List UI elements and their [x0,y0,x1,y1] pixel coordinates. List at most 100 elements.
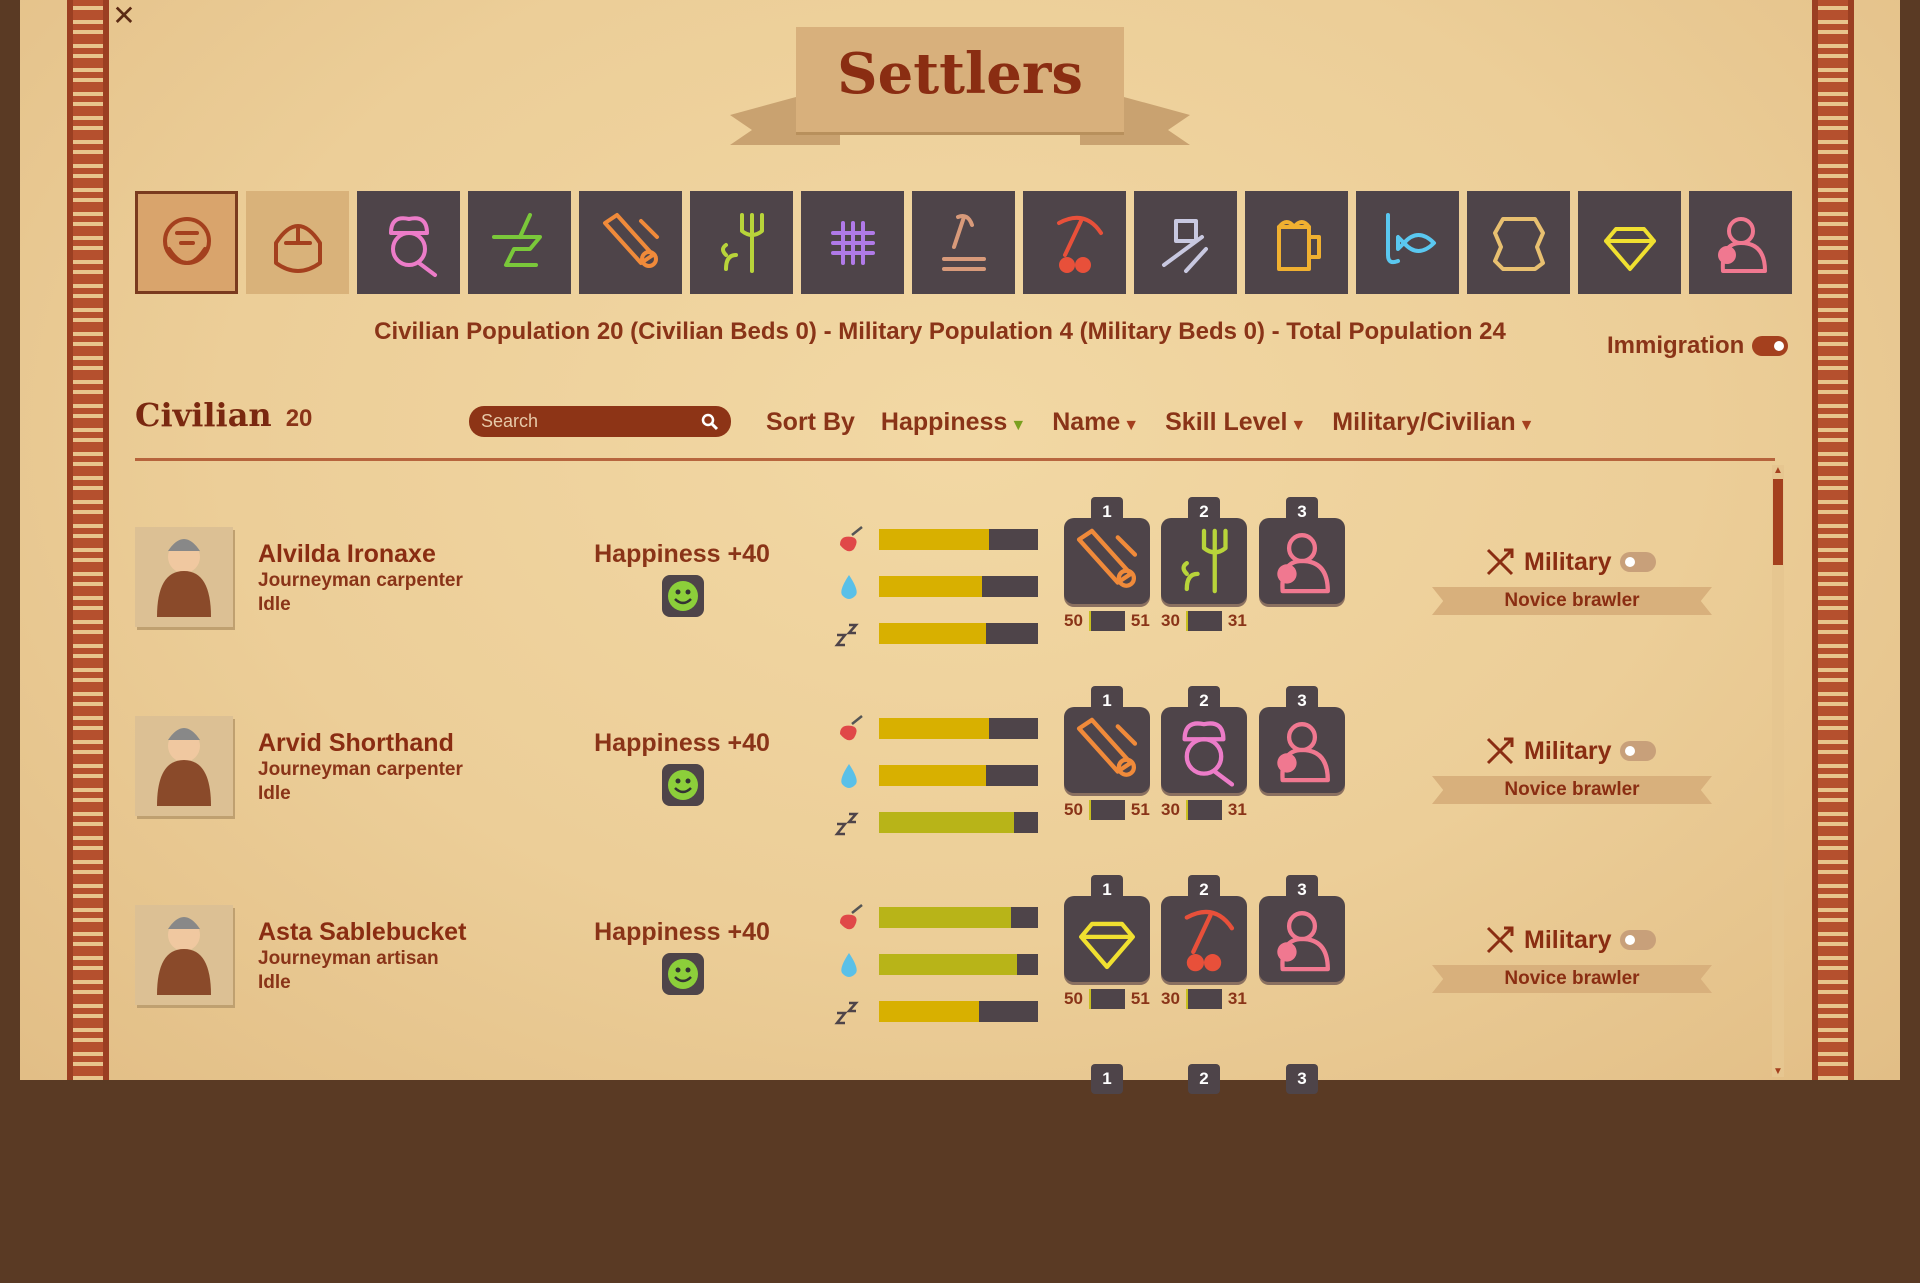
crossed-swords-icon [1486,548,1514,576]
skill-slot-1[interactable] [1064,896,1150,982]
category-tab-2[interactable] [357,191,460,294]
military-toggle[interactable] [1619,741,1656,761]
close-icon[interactable]: ✕ [112,0,136,31]
military-skill-ribbon: Novice brawler [1432,965,1712,993]
skill-progress: 30 31 [1161,989,1247,1009]
avatar[interactable] [135,905,233,1005]
brawler-icon [1277,911,1330,972]
happiness-value: Happiness +40 [594,540,770,568]
search-placeholder: Search [481,411,539,431]
skill-slot-1[interactable] [1064,518,1150,604]
weaving-icon [830,220,875,265]
sort-happiness[interactable]: Happiness ▼ [880,408,1027,436]
category-tab-4[interactable] [579,191,682,294]
skill-progress: 30 31 [1161,611,1247,631]
category-tab-5[interactable] [690,191,793,294]
section-header: Civilian 20 [135,396,312,434]
scroll-up-icon: ▲ [1773,465,1783,476]
food-icon [840,715,863,741]
farming-pitchfork-icon [720,212,764,273]
need-bar-sleep [879,1001,1038,1022]
fishing-icon [1385,212,1436,264]
search-input[interactable]: Search [469,406,731,437]
need-bar-food [879,718,1038,739]
skill-progress: 50 51 [1064,611,1150,631]
sort-bar: Sort By Happiness ▼ Name ▼ Skill Level ▼ Mi… [766,408,1535,437]
water-icon [841,764,857,788]
skill-slot-3[interactable] [1259,707,1345,793]
brawler-icon [1277,533,1330,594]
sort-military-civilian[interactable]: Military/Civilian ▼ [1332,408,1535,436]
military-toggle[interactable] [1619,552,1656,572]
settler-job: Journeyman carpenter [258,759,463,780]
skill-slot-2[interactable] [1161,518,1247,604]
sort-label: Sort By [766,408,855,436]
divider [135,458,1775,461]
population-summary: Civilian Population 20 (Civilian Beds 0)… [374,318,1506,345]
happiness-value: Happiness +40 [594,918,770,946]
need-bar-sleep [879,623,1038,644]
settler-name[interactable]: Alvilda Ironaxe [258,540,436,568]
category-tab-14[interactable] [1689,191,1792,294]
skill-slot-2[interactable] [1161,896,1247,982]
immigration-label: Immigration [1607,332,1745,359]
category-tab-9[interactable] [1134,191,1237,294]
military-skill-ribbon: Novice brawler [1432,776,1712,804]
crafting-ruler-icon [1161,218,1208,273]
settler-list: 1 2 3 Alvilda Ironaxe Journeyman carpenter… [0,497,1920,1094]
brawler-icon [1717,216,1767,273]
skill-slot-2[interactable] [1161,707,1247,793]
category-tab-13[interactable] [1578,191,1681,294]
category-tab-0[interactable] [135,191,238,294]
sleep-icon [834,1001,859,1025]
category-tab-10[interactable] [1245,191,1348,294]
military-control: Military [1484,735,1656,767]
avatar[interactable] [135,527,233,627]
immigration-toggle[interactable] [1752,336,1789,356]
category-tab-3[interactable] [468,191,571,294]
military-skill-ribbon: Novice brawler [1432,587,1712,615]
category-tab-1[interactable] [246,191,349,294]
left-border [67,0,109,1080]
brawler-icon [1277,722,1330,783]
skill-priority-badge: 2 [1188,1064,1220,1094]
skill-slot-3[interactable] [1259,518,1345,604]
category-tab-8[interactable] [1023,191,1126,294]
skill-slot-3[interactable] [1259,896,1345,982]
need-bar-water [879,954,1038,975]
military-control: Military [1484,924,1656,956]
water-icon [841,953,857,977]
carpentry-saw-icon [1076,528,1138,588]
sleep-icon [834,623,859,647]
settler-name[interactable]: Asta Sablebucket [258,918,467,946]
settler-row[interactable]: 1 2 3 [0,1064,1920,1283]
scroll-down-icon: ▼ [1773,1066,1783,1077]
category-tab-7[interactable] [912,191,1015,294]
happy-face-icon [662,953,704,995]
right-border [1812,0,1854,1080]
avatar[interactable] [135,716,233,816]
skill-progress: 50 51 [1064,989,1150,1009]
need-bar-food [879,907,1038,928]
search-icon[interactable] [701,413,719,431]
category-tabs [135,191,1792,294]
water-icon [841,575,857,599]
settler-status: Idle [258,594,291,615]
mining-pickaxe-icon [1056,215,1103,273]
category-tab-12[interactable] [1467,191,1570,294]
skill-slot-1[interactable] [1064,707,1150,793]
scrollbar[interactable]: ▲ ▼ [1772,465,1784,1077]
military-toggle[interactable] [1619,930,1656,950]
sort-name[interactable]: Name ▼ [1052,408,1140,436]
category-tab-6[interactable] [801,191,904,294]
settler-job: Journeyman carpenter [258,570,463,591]
settler-name[interactable]: Arvid Shorthand [258,729,454,757]
sort-skill-level[interactable]: Skill Level ▼ [1165,408,1307,436]
scrollbar-thumb[interactable] [1773,479,1783,565]
cook-icon [388,215,437,277]
category-tab-11[interactable] [1356,191,1459,294]
farming-pitchfork-icon [1181,528,1228,594]
